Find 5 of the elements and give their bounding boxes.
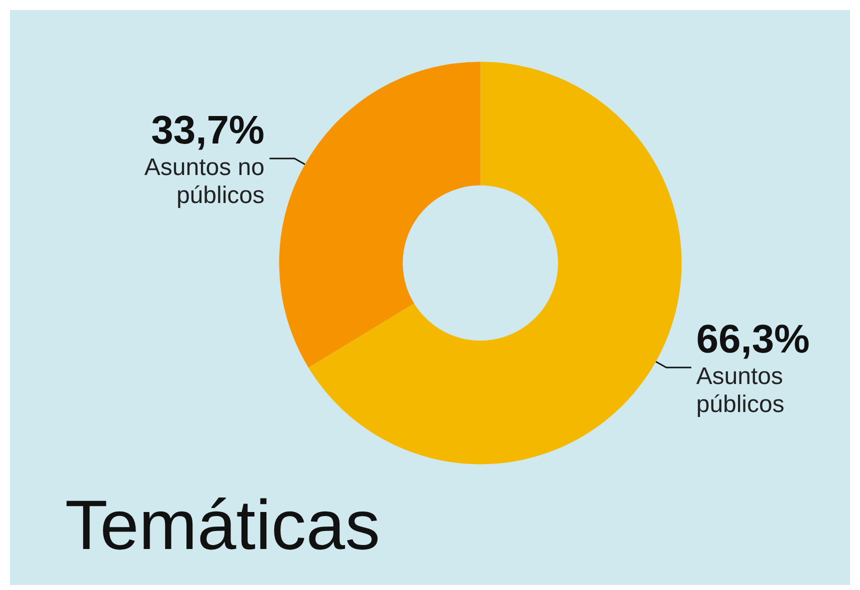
slice-label: Asuntos públicos <box>696 362 784 418</box>
data-label: 33,7% <box>151 108 265 153</box>
slice-label: Asuntos no públicos <box>144 154 265 210</box>
text: Temáticas <box>65 486 380 564</box>
data-label: 66,3% <box>696 317 810 362</box>
